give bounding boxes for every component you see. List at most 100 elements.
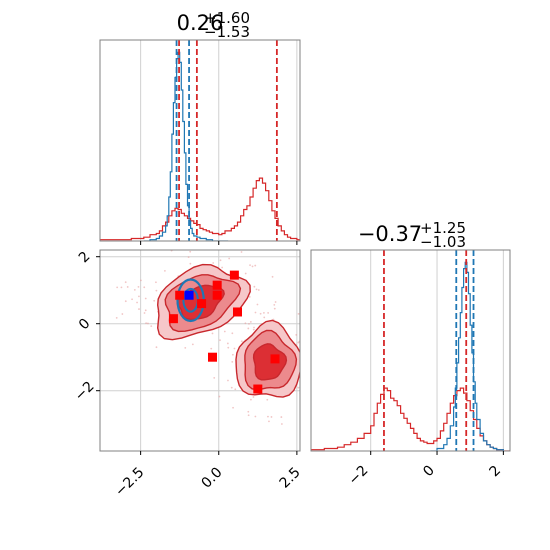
x-tick-label: 0 [420,463,438,481]
sample-dot [232,406,234,409]
sample-dot [205,247,207,249]
sample-dot [254,264,257,267]
series-line [143,51,229,241]
x-tick-label: 2 [487,463,505,481]
sample-dot [250,398,252,401]
sample-dot [255,288,258,291]
sample-dot [280,416,283,418]
sample-dot [143,312,146,314]
marginal-y-panel: −0.37 +1.25 −1.03 −2 0 2 [310,219,511,489]
sample-dot [221,266,224,269]
sample-dot [121,313,124,315]
sample-dot [211,332,214,335]
sample-dot [138,308,140,310]
sample-dot [240,340,243,343]
sample-dot [273,307,276,310]
sample-dot [248,323,250,325]
red-point [270,354,280,364]
sample-dot [230,386,233,389]
x-tick-label: −2 [346,463,372,489]
sample-dot [305,400,307,402]
sample-dot [213,377,216,379]
sample-dot [308,351,310,353]
sample-dot [304,412,306,414]
grid-lines [140,40,298,241]
red-point [212,290,222,300]
sample-dot [150,325,153,328]
sample-dot [231,360,234,363]
sample-dot [155,346,158,349]
sample-dot [144,297,147,300]
sample-dot [316,340,318,342]
sample-dot [247,410,250,413]
marginal-x-panel: 0.26 +1.60 −1.53 [99,9,301,242]
sample-dot [249,264,251,266]
sample-dot [268,420,270,423]
sample-dot [247,327,250,330]
sample-dot [153,299,156,302]
sample-dot [131,298,133,301]
series-line [100,177,300,241]
sample-dot [140,279,142,282]
sample-dot [124,300,127,303]
y-tick-label: 0 [76,316,94,334]
sample-dot [263,316,266,319]
x-tick-label: 2.5 [277,465,304,492]
sample-dot [257,289,260,291]
joint-panel: −2.5 0.0 2.5 −2 0 2 [72,241,324,500]
red-point [197,299,207,309]
sample-dot [143,286,146,289]
axes-frame [99,249,301,452]
title-upper: +1.25 [420,219,466,237]
sample-dot [309,318,311,320]
marginal-x-title: 0.26 [177,11,224,35]
histogram-series [100,51,300,241]
sample-dot [302,320,304,322]
sample-dot [184,346,187,349]
axes-frame [99,39,301,242]
sample-dot [308,359,310,361]
x-tick-label: −2.5 [112,465,147,500]
sample-dot [256,303,259,306]
sample-dot [251,265,254,268]
sample-dot [226,342,229,345]
quantile-lines [383,250,475,451]
sample-dot [259,312,262,315]
sample-dot [253,285,256,288]
sample-dot [145,322,147,325]
sample-dot [248,295,251,298]
sample-dot [302,372,304,374]
sample-dot [322,386,324,388]
x-ticks: −2 0 2 [346,451,505,489]
sample-dot [189,250,192,253]
sample-dot [254,415,257,418]
sample-dot [254,311,257,314]
sample-dot [317,332,319,334]
sample-dot [137,285,140,288]
sample-dot [190,245,192,247]
sample-dot [155,289,158,292]
sample-dot [138,295,140,298]
sample-dot [223,330,226,333]
sample-dot [231,353,234,356]
sample-dot [136,301,138,304]
sample-dot [233,347,236,350]
density-contour [252,343,288,381]
sample-dot [210,347,213,350]
sample-dot [244,272,247,275]
sample-dot [133,288,136,291]
sample-dot [227,379,229,382]
sample-dot [144,309,147,312]
quantile-lines [175,40,278,241]
histogram-series [311,261,510,451]
sample-dot [295,333,298,336]
sample-dot [147,322,149,325]
sample-dot [212,262,215,264]
sample-dot [297,386,300,389]
title-median: 0.26 [177,11,224,35]
axes-frame [310,249,511,452]
sample-dot [227,346,230,349]
sample-dot [320,358,322,360]
x-tick-label: 0.0 [199,465,226,492]
